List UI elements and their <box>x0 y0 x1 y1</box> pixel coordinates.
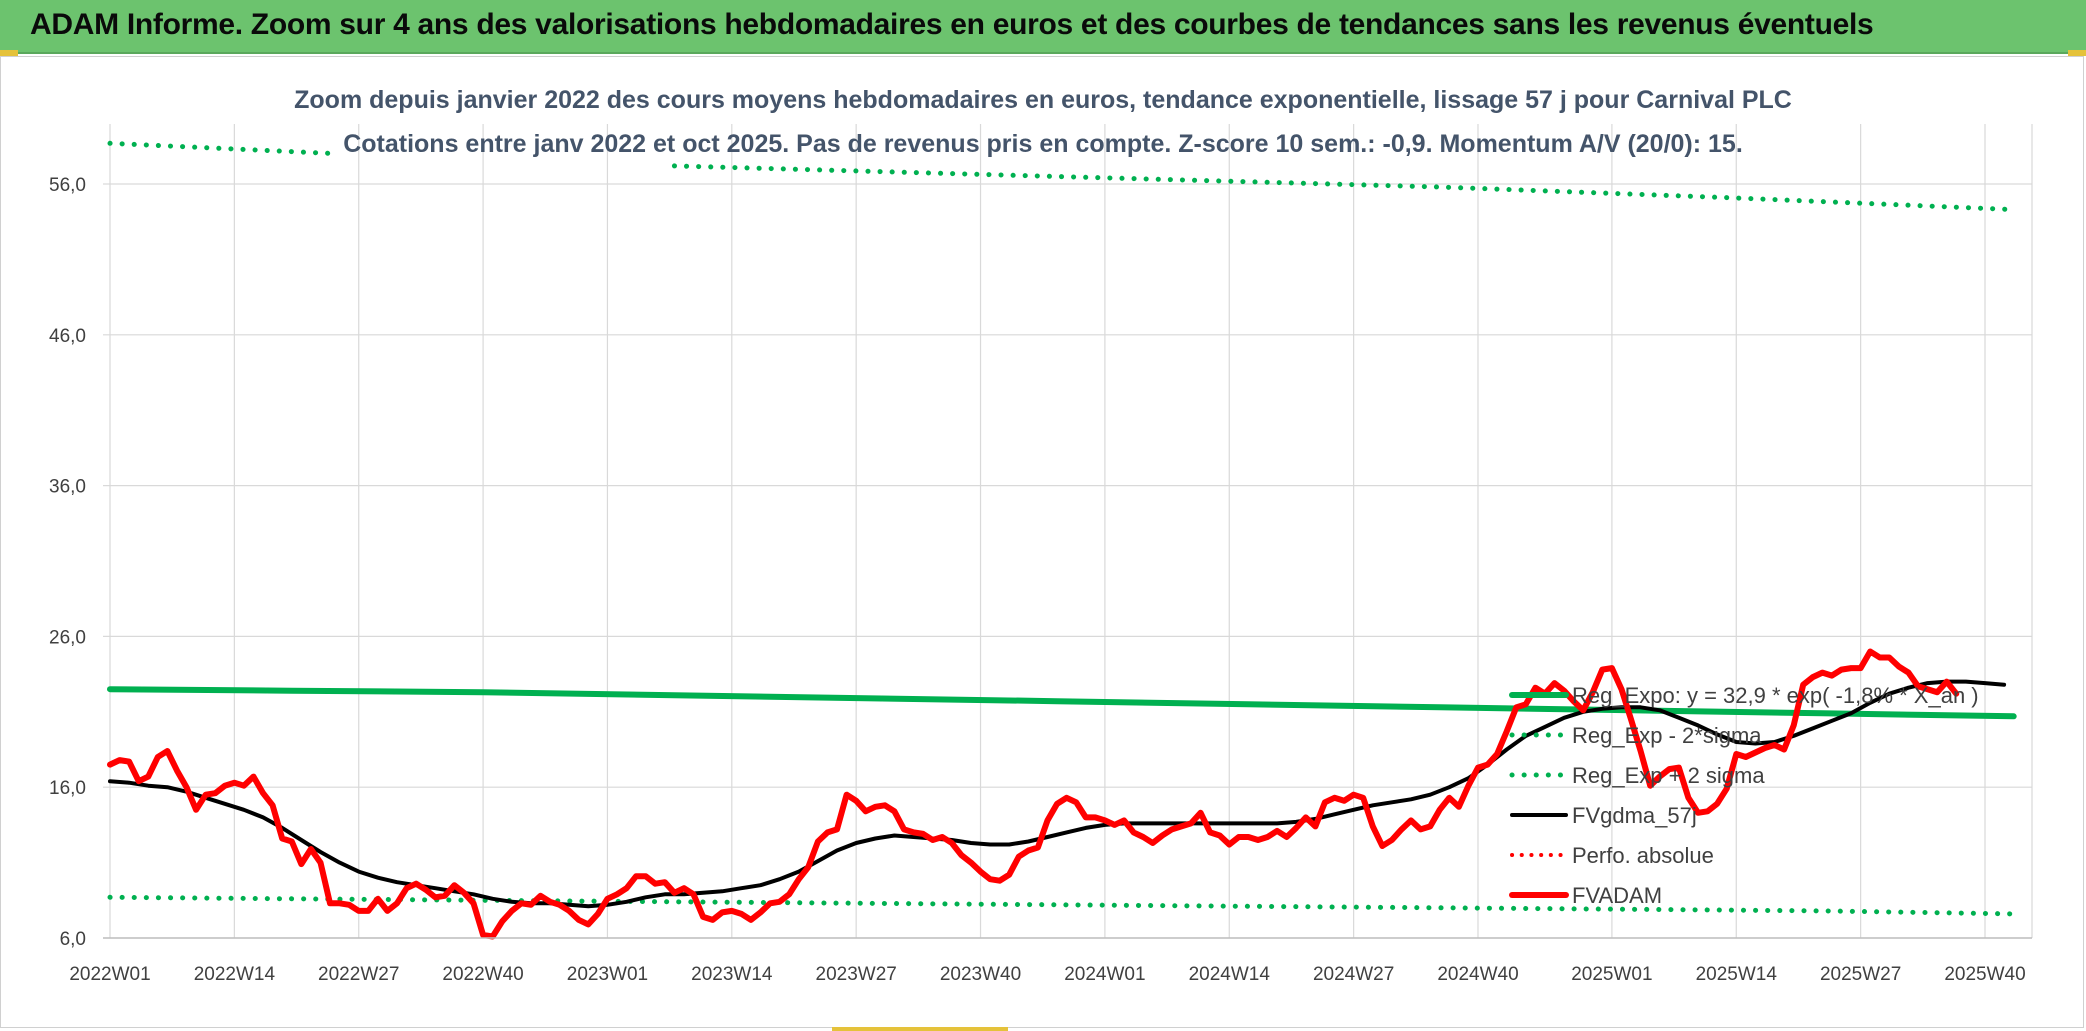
legend-label: FVgdma_57j <box>1572 803 1697 828</box>
series-reg-expo-y-32-9-exp-1-8-x-an <box>107 686 2017 720</box>
x-tick-label: 2024W01 <box>1064 964 1145 985</box>
series-reg-exp-2-sigma <box>107 140 343 157</box>
x-tick-label: 2024W27 <box>1313 964 1394 985</box>
x-tick-label: 2024W40 <box>1437 964 1518 985</box>
y-tick-label: 6,0 <box>60 929 86 950</box>
banner-corner-right <box>2068 50 2086 56</box>
x-tick-label: 2022W14 <box>194 964 276 985</box>
x-tick-label: 2022W40 <box>442 964 523 985</box>
legend-label: FVADAM <box>1572 883 1662 908</box>
legend-label: Reg_Expo: y = 32,9 * exp( -1,8% * X_an ) <box>1572 683 1979 708</box>
y-tick-label: 56,0 <box>49 175 86 196</box>
x-tick-label: 2022W01 <box>69 964 150 985</box>
y-tick-label: 46,0 <box>49 326 86 347</box>
banner: ADAM Informe. Zoom sur 4 ans des valoris… <box>0 0 2086 54</box>
x-axis: 2022W01 2022W14 2022W27 2022W40 2023W01 2023W… <box>69 937 2032 985</box>
x-tick-label: 2025W14 <box>1696 964 1778 985</box>
legend-label: Perfo. absolue <box>1572 843 1714 868</box>
banner-corner-left <box>0 50 18 56</box>
banner-title: ADAM Informe. Zoom sur 4 ans des valoris… <box>30 8 1874 41</box>
x-tick-label: 2023W14 <box>691 964 773 985</box>
legend-label: Reg_Exp + 2 sigma <box>1572 763 1765 788</box>
x-tick-label: 2023W01 <box>567 964 648 985</box>
y-tick-label: 26,0 <box>49 627 86 648</box>
legend: Reg_Expo: y = 32,9 * exp( -1,8% * X_an )… <box>1509 683 1979 908</box>
bottom-marker <box>832 1027 1008 1031</box>
legend-label: Reg_Exp - 2*sigma <box>1572 723 1762 748</box>
x-tick-label: 2025W40 <box>1944 964 2025 985</box>
x-tick-label: 2023W27 <box>816 964 897 985</box>
chart-title: Zoom depuis janvier 2022 des cours moyen… <box>294 86 1792 114</box>
x-tick-label: 2022W27 <box>318 964 399 985</box>
chart-subtitle: Cotations entre janv 2022 et oct 2025. P… <box>343 130 1743 158</box>
y-axis: 6,0 16,0 26,0 36,0 46,0 56,0 <box>49 175 86 950</box>
series-reg-exp-2-sigma <box>671 163 2017 213</box>
grid <box>103 124 2033 939</box>
series-fvadam <box>107 648 1960 940</box>
chart-frame <box>0 56 2084 1028</box>
x-tick-label: 2023W40 <box>940 964 1021 985</box>
y-tick-label: 16,0 <box>49 778 86 799</box>
x-tick-label: 2025W01 <box>1571 964 1652 985</box>
y-tick-label: 36,0 <box>49 477 86 498</box>
x-tick-label: 2024W14 <box>1189 964 1271 985</box>
series-reg-exp-2-sigma <box>107 894 2017 917</box>
series-layer <box>107 140 2017 940</box>
x-tick-label: 2025W27 <box>1820 964 1901 985</box>
